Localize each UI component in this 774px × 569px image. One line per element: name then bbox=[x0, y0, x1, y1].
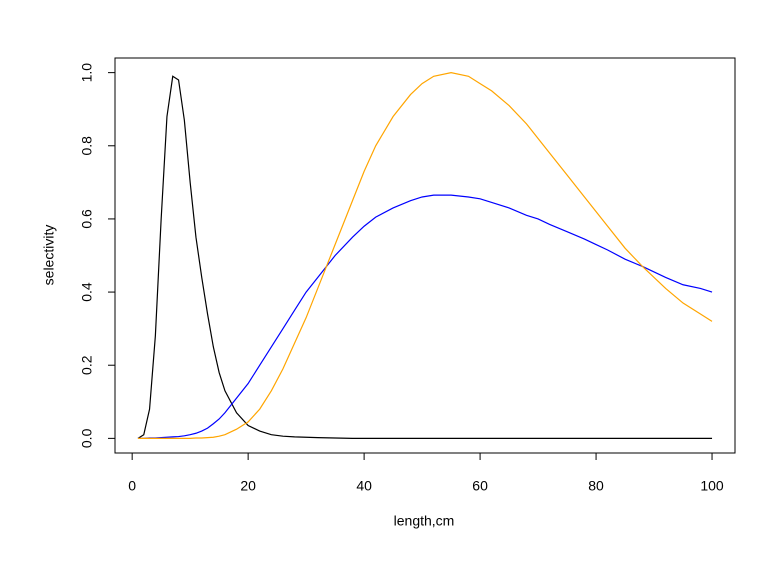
x-axis-title: length,cm bbox=[394, 513, 455, 529]
series-line bbox=[137, 75, 713, 439]
series-line bbox=[137, 72, 713, 439]
y-tick-label: 0.0 bbox=[79, 428, 95, 448]
x-tick-label: 60 bbox=[472, 478, 488, 494]
y-tick-label: 1.0 bbox=[79, 63, 95, 83]
y-tick-label: 0.6 bbox=[79, 209, 95, 229]
x-tick-label: 20 bbox=[240, 478, 256, 494]
y-tick-label: 0.4 bbox=[79, 282, 95, 302]
x-tick-label: 0 bbox=[128, 478, 136, 494]
plot-box bbox=[114, 57, 736, 454]
y-tick-label: 0.8 bbox=[79, 136, 95, 156]
x-tick-label: 40 bbox=[356, 478, 372, 494]
y-tick-label: 0.2 bbox=[79, 355, 95, 375]
x-tick-label: 80 bbox=[588, 478, 604, 494]
x-tick-label: 100 bbox=[700, 478, 724, 494]
y-axis-title: selectivity bbox=[41, 225, 57, 286]
series-line bbox=[137, 194, 713, 439]
